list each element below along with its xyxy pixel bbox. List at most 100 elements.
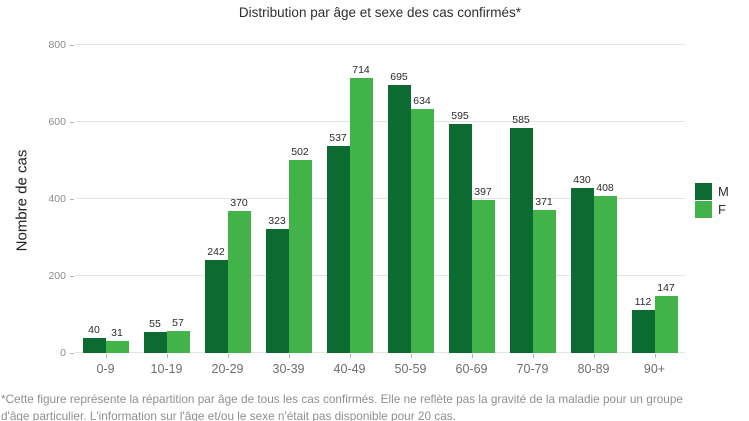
bar-rect xyxy=(204,259,228,353)
bar-rect xyxy=(166,331,190,353)
bar-m-90+: 112 xyxy=(631,45,655,353)
bar-value-label: 242 xyxy=(207,245,225,258)
bar-value-label: 57 xyxy=(172,317,184,330)
x-tick-mark xyxy=(654,354,656,358)
bar-rect xyxy=(509,127,533,353)
bar-rect xyxy=(288,159,312,353)
bar-value-label: 55 xyxy=(149,317,161,330)
bar-value-label: 147 xyxy=(657,282,675,295)
gridline-800 xyxy=(75,44,685,45)
bar-value-label: 537 xyxy=(329,132,347,145)
footnote: *Cette figure représente la répartition … xyxy=(1,391,749,421)
y-tick-mark xyxy=(70,276,74,277)
bar-m-60-69: 595 xyxy=(448,45,472,353)
bar-m-70-79: 585 xyxy=(509,45,533,353)
bar-value-label: 430 xyxy=(573,173,591,186)
x-tick-label-90+: 90+ xyxy=(643,362,666,376)
x-tick-mark xyxy=(227,354,229,358)
bar-group-90+: 112 147 xyxy=(624,45,685,353)
bar-f-70-79: 371 xyxy=(532,45,556,353)
y-tick-label: 0 xyxy=(60,347,66,359)
bar-f-40-49: 714 xyxy=(349,45,373,353)
y-axis-title: Nombre de cas xyxy=(13,149,31,252)
footnote-line-2: d'âge particulier. L'information sur l'â… xyxy=(1,409,456,421)
bar-rect xyxy=(349,78,373,353)
bar-f-50-59: 634 xyxy=(410,45,434,353)
y-tick-mark xyxy=(70,199,74,200)
bar-group-20-29: 242 370 xyxy=(197,45,258,353)
bar-m-0-9: 40 xyxy=(82,45,106,353)
legend-swatch-f xyxy=(695,201,712,218)
legend-label-f: F xyxy=(718,202,726,217)
bar-m-80-89: 430 xyxy=(570,45,594,353)
bar-rect xyxy=(105,341,129,353)
x-tick-mark xyxy=(532,354,534,358)
bar-m-10-19: 55 xyxy=(143,45,167,353)
bar-rect xyxy=(631,309,655,353)
bar-rect xyxy=(387,85,411,353)
bar-f-20-29: 370 xyxy=(227,45,251,353)
bar-group-10-19: 55 57 xyxy=(136,45,197,353)
x-tick-label-40-49: 40-49 xyxy=(333,362,366,376)
bar-value-label: 323 xyxy=(268,214,286,227)
x-tick-label-70-79: 70-79 xyxy=(516,362,549,376)
bar-group-0-9: 40 31 xyxy=(75,45,136,353)
bar-value-label: 585 xyxy=(512,113,530,126)
bar-rect xyxy=(410,108,434,353)
bar-group-80-89: 430 408 xyxy=(563,45,624,353)
bar-rect xyxy=(82,337,106,353)
x-tick-label-20-29: 20-29 xyxy=(211,362,244,376)
bar-m-40-49: 537 xyxy=(326,45,350,353)
bar-rect xyxy=(593,195,617,353)
bar-rect xyxy=(265,228,289,353)
bar-value-label: 695 xyxy=(390,71,408,84)
x-tick-mark xyxy=(410,354,412,358)
bar-value-label: 397 xyxy=(474,186,492,199)
bar-f-10-19: 57 xyxy=(166,45,190,353)
bar-value-label: 31 xyxy=(111,327,123,340)
bar-m-30-39: 323 xyxy=(265,45,289,353)
gridline-200 xyxy=(75,275,685,276)
chart-title: Distribution par âge et sexe des cas con… xyxy=(238,5,522,20)
bar-group-60-69: 595 397 xyxy=(441,45,502,353)
legend-label-m: M xyxy=(718,184,729,199)
y-tick-mark xyxy=(70,45,74,46)
bar-f-30-39: 502 xyxy=(288,45,312,353)
bar-rect xyxy=(654,296,678,353)
bar-value-label: 370 xyxy=(230,196,248,209)
bar-group-70-79: 585 371 xyxy=(502,45,563,353)
y-tick-mark xyxy=(70,122,74,123)
x-tick-label-10-19: 10-19 xyxy=(150,362,183,376)
legend-item-m: M xyxy=(695,183,729,200)
y-tick-label: 800 xyxy=(48,39,66,51)
bar-value-label: 634 xyxy=(413,94,431,107)
y-tick-label: 200 xyxy=(48,270,66,282)
bar-group-50-59: 695 634 xyxy=(380,45,441,353)
footnote-line-1: *Cette figure représente la répartition … xyxy=(1,392,683,406)
x-tick-mark xyxy=(288,354,290,358)
y-tick-mark xyxy=(70,353,74,354)
bar-value-label: 371 xyxy=(535,196,553,209)
bar-rect xyxy=(143,331,167,353)
bar-value-label: 408 xyxy=(596,181,614,194)
bar-rect xyxy=(326,146,350,353)
gridline-400 xyxy=(75,198,685,199)
bar-rect xyxy=(471,200,495,353)
legend-item-f: F xyxy=(695,201,729,218)
x-tick-mark xyxy=(105,354,107,358)
bar-value-label: 595 xyxy=(451,109,469,122)
bar-rect xyxy=(448,123,472,353)
gridline-600 xyxy=(75,121,685,122)
x-tick-mark xyxy=(471,354,473,358)
x-tick-label-50-59: 50-59 xyxy=(394,362,427,376)
plot-area: 40 31 55 57 242 370 323 502 537 714 695 634 595 397 58… xyxy=(75,44,685,353)
bar-f-0-9: 31 xyxy=(105,45,129,353)
x-tick-mark xyxy=(349,354,351,358)
bar-group-30-39: 323 502 xyxy=(258,45,319,353)
gridline-0 xyxy=(75,352,685,353)
bar-value-label: 112 xyxy=(634,295,652,308)
bar-rect xyxy=(570,187,594,353)
x-tick-mark xyxy=(593,354,595,358)
